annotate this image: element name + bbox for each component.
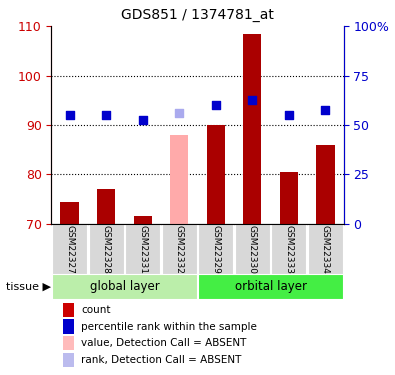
Title: GDS851 / 1374781_at: GDS851 / 1374781_at xyxy=(121,9,274,22)
Bar xyxy=(198,274,343,299)
Text: GSM22331: GSM22331 xyxy=(138,225,147,274)
Text: value, Detection Call = ABSENT: value, Detection Call = ABSENT xyxy=(81,338,247,348)
Bar xyxy=(88,224,124,274)
Point xyxy=(322,107,329,113)
Bar xyxy=(271,224,307,274)
Bar xyxy=(52,274,197,299)
Point xyxy=(103,112,109,118)
Text: GSM22333: GSM22333 xyxy=(284,225,293,274)
Bar xyxy=(235,224,270,274)
Bar xyxy=(134,216,152,224)
Point xyxy=(66,112,73,118)
Text: GSM22329: GSM22329 xyxy=(211,225,220,274)
Bar xyxy=(198,224,233,274)
Bar xyxy=(316,145,335,224)
Text: orbital layer: orbital layer xyxy=(235,280,307,293)
Bar xyxy=(63,303,74,317)
Text: global layer: global layer xyxy=(90,280,159,293)
Point xyxy=(286,112,292,118)
Point xyxy=(213,102,219,108)
Bar xyxy=(280,172,298,224)
Bar xyxy=(63,336,74,350)
Bar xyxy=(52,224,87,274)
Text: percentile rank within the sample: percentile rank within the sample xyxy=(81,322,257,332)
Bar xyxy=(162,224,197,274)
Bar xyxy=(308,224,343,274)
Bar xyxy=(207,125,225,224)
Point xyxy=(139,117,146,123)
Bar xyxy=(170,135,188,224)
Text: GSM22327: GSM22327 xyxy=(65,225,74,274)
Text: GSM22330: GSM22330 xyxy=(248,225,257,274)
Text: GSM22334: GSM22334 xyxy=(321,225,330,274)
Bar xyxy=(243,34,261,224)
Text: tissue ▶: tissue ▶ xyxy=(6,282,51,292)
Point xyxy=(176,110,182,116)
Text: GSM22328: GSM22328 xyxy=(102,225,111,274)
Bar xyxy=(63,320,74,334)
Text: GSM22332: GSM22332 xyxy=(175,225,184,274)
Bar xyxy=(125,224,160,274)
Bar xyxy=(63,352,74,367)
Bar xyxy=(60,202,79,224)
Text: count: count xyxy=(81,305,111,315)
Bar xyxy=(97,189,115,224)
Point xyxy=(249,98,256,104)
Text: rank, Detection Call = ABSENT: rank, Detection Call = ABSENT xyxy=(81,355,242,365)
